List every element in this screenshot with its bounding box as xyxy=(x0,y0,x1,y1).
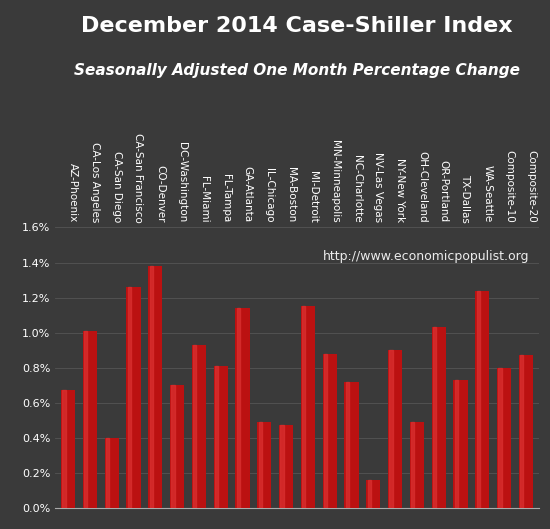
Bar xyxy=(346,382,349,508)
Bar xyxy=(83,331,97,508)
Bar xyxy=(520,355,524,508)
Bar xyxy=(170,385,184,508)
Bar xyxy=(323,353,337,508)
Bar xyxy=(61,390,75,508)
Bar xyxy=(455,380,458,508)
Bar xyxy=(235,308,250,508)
Bar xyxy=(411,422,414,508)
Text: Seasonally Adjusted One Month Percentage Change: Seasonally Adjusted One Month Percentage… xyxy=(74,63,520,78)
Bar xyxy=(324,353,327,508)
Bar xyxy=(280,425,284,508)
Bar xyxy=(128,287,131,508)
Bar xyxy=(432,327,446,508)
Bar xyxy=(302,306,305,508)
Bar xyxy=(104,438,119,508)
Bar xyxy=(453,380,468,508)
Bar xyxy=(344,382,359,508)
Bar xyxy=(62,390,65,508)
Bar xyxy=(433,327,436,508)
Bar xyxy=(410,422,424,508)
Bar xyxy=(215,366,218,508)
Bar xyxy=(497,368,511,508)
Bar xyxy=(172,385,174,508)
Bar xyxy=(388,350,402,508)
Bar xyxy=(475,290,490,508)
Text: December 2014 Case-Shiller Index: December 2014 Case-Shiller Index xyxy=(81,16,513,36)
Bar xyxy=(106,438,109,508)
Bar xyxy=(258,422,262,508)
Bar xyxy=(150,266,153,508)
Bar xyxy=(257,422,271,508)
Bar xyxy=(84,331,87,508)
Bar xyxy=(519,355,533,508)
Bar xyxy=(367,480,371,508)
Bar xyxy=(192,345,206,508)
Bar xyxy=(193,345,196,508)
Bar xyxy=(213,366,228,508)
Bar xyxy=(301,306,315,508)
Bar xyxy=(148,266,162,508)
Bar xyxy=(237,308,240,508)
Text: http://www.economicpopulist.org: http://www.economicpopulist.org xyxy=(323,250,529,263)
Bar xyxy=(366,480,381,508)
Bar xyxy=(477,290,480,508)
Bar xyxy=(279,425,293,508)
Bar xyxy=(389,350,393,508)
Bar xyxy=(126,287,141,508)
Bar xyxy=(498,368,502,508)
